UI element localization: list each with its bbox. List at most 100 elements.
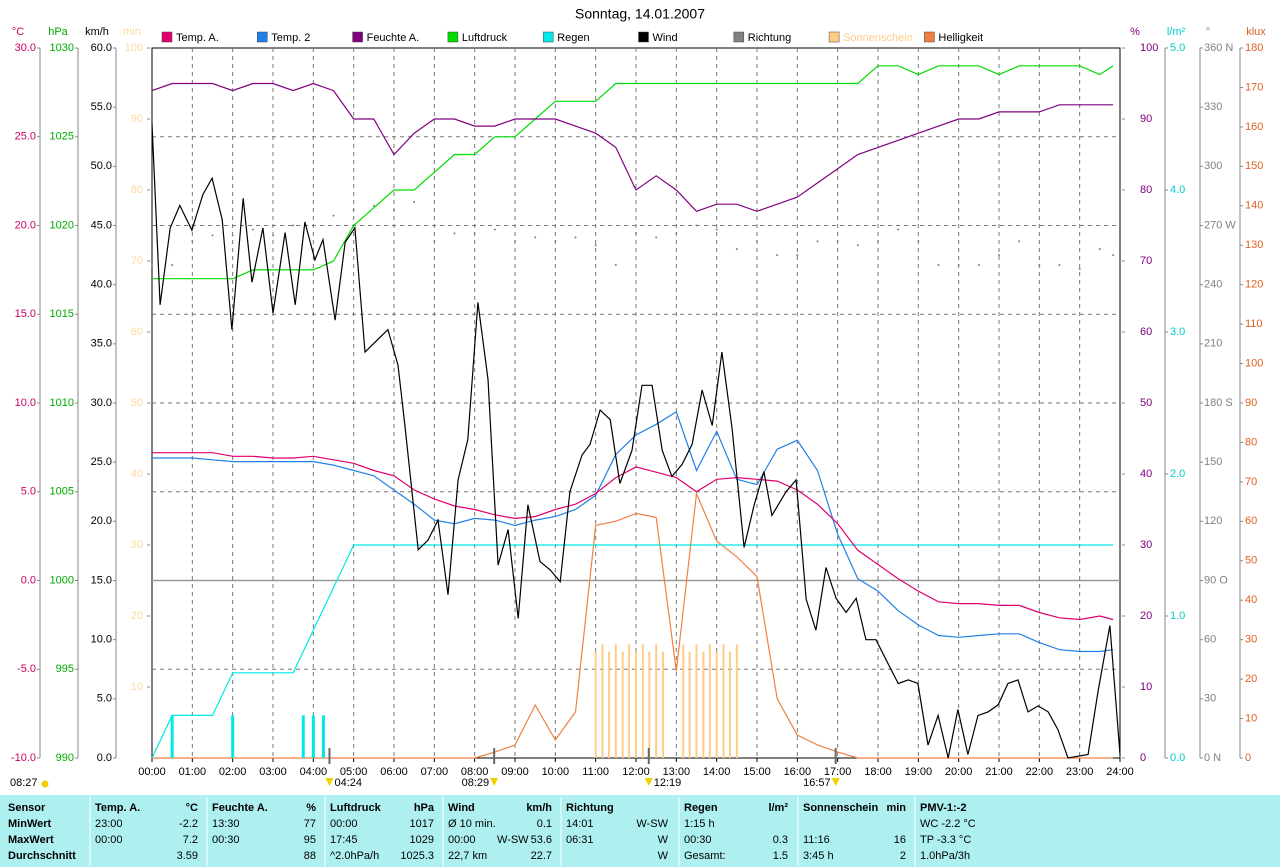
table-header: Luftdruck <box>330 802 382 814</box>
y-tick-label: 1005 <box>50 486 74 498</box>
y-tick-label: 15.0 <box>91 574 112 586</box>
legend-swatch <box>257 31 268 43</box>
sunshine-bar <box>728 651 731 758</box>
direction-dot <box>292 224 295 227</box>
table-cell: 88 <box>304 850 316 862</box>
direction-dot <box>493 228 496 231</box>
y-tick-label: 55.0 <box>91 101 112 113</box>
table-cell: 2 <box>900 850 906 862</box>
table-header: % <box>306 802 316 814</box>
y-tick-label: 50.0 <box>91 160 112 172</box>
y-tick-label: 360 N <box>1204 42 1233 54</box>
y-tick-label: 0 <box>1245 752 1251 764</box>
direction-dot <box>1112 254 1115 257</box>
chart-title: Sonntag, 14.01.2007 <box>575 6 705 22</box>
direction-dot <box>191 240 194 243</box>
direction-dot <box>756 240 758 243</box>
direction-dot <box>574 236 577 239</box>
x-tick-label: 04:00 <box>300 766 328 778</box>
y-tick-label: 60 <box>1140 326 1152 338</box>
y-tick-label: 80 <box>1245 436 1257 448</box>
direction-dot <box>393 208 395 211</box>
legend-label: Temp. A. <box>176 32 219 44</box>
moon-marker <box>41 780 49 788</box>
table-cell: 3:45 h <box>803 850 834 862</box>
axis-unit: ° <box>1206 26 1210 38</box>
table-header: Richtung <box>566 802 614 814</box>
y-tick-label: 1015 <box>50 308 74 320</box>
table-cell: 3.59 <box>177 850 198 862</box>
x-tick-label: 11:00 <box>582 766 609 778</box>
direction-dot <box>332 214 335 217</box>
y-tick-label: 70 <box>131 255 143 267</box>
direction-dot <box>372 204 375 207</box>
table-cell: 1:15 h <box>684 818 715 830</box>
direction-dot <box>251 228 254 231</box>
y-tick-label: 50 <box>1140 397 1152 409</box>
y-tick-label: 70 <box>1140 255 1152 267</box>
y-tick-label: 60.0 <box>91 42 112 54</box>
table-cell: 00:30 <box>684 834 712 846</box>
series-line <box>152 452 1114 621</box>
y-tick-label: 1010 <box>50 397 74 409</box>
direction-dot <box>272 234 274 237</box>
event-label: 16:57 <box>803 777 831 789</box>
y-tick-label: 300 <box>1204 160 1222 172</box>
table-cell: 13:30 <box>212 818 240 830</box>
y-tick-label: 1.0 <box>1170 610 1185 622</box>
direction-dot <box>1018 240 1021 243</box>
x-tick-label: 05:00 <box>340 766 368 778</box>
y-tick-label: 15.0 <box>15 308 36 320</box>
direction-dot <box>796 254 799 257</box>
direction-dot <box>433 240 436 243</box>
y-tick-label: 45.0 <box>91 219 112 231</box>
y-tick-label: 5.0 <box>97 693 112 705</box>
legend-swatch <box>542 31 554 43</box>
x-tick-label: 01:00 <box>179 766 207 778</box>
table-cell: W <box>658 834 669 846</box>
y-tick-label: 995 <box>56 663 74 675</box>
event-label: 08:29 <box>462 777 490 789</box>
table-cell: 53.6 <box>531 834 552 846</box>
y-tick-label: 80 <box>1140 184 1152 196</box>
table-cell: ^2.0hPa/h <box>330 850 379 862</box>
table-header: °C <box>186 802 198 814</box>
sunshine-bar <box>715 651 718 758</box>
direction-dot <box>836 240 839 243</box>
axis-unit: klux <box>1246 26 1266 38</box>
series-line <box>151 123 1121 759</box>
y-tick-label: 0.0 <box>21 574 36 586</box>
direction-dot <box>352 208 355 211</box>
sunshine-bar <box>594 651 597 758</box>
legend-swatch <box>161 31 173 43</box>
y-tick-label: 100 <box>1140 42 1158 54</box>
y-tick-label: 50 <box>1245 555 1257 567</box>
sunshine-bar <box>601 644 604 758</box>
y-tick-label: 990 <box>56 752 74 764</box>
series-line <box>151 544 1114 759</box>
direction-dot <box>514 240 516 243</box>
y-tick-label: 3.0 <box>1170 326 1185 338</box>
series-line <box>151 82 1114 212</box>
legend-label: Wind <box>653 32 678 44</box>
y-tick-label: 240 <box>1204 279 1222 291</box>
direction-dot <box>897 228 900 231</box>
y-tick-label: 100 <box>1245 357 1263 369</box>
table-cell: 1.5 <box>773 850 788 862</box>
y-tick-label: 20 <box>131 610 143 622</box>
direction-dot <box>957 263 960 266</box>
y-tick-label: 30 <box>1204 693 1216 705</box>
direction-dot <box>151 263 153 266</box>
table-cell: 0.3 <box>773 834 788 846</box>
table-header: Wind <box>448 802 475 814</box>
direction-dot <box>171 263 174 266</box>
moon-label: 08:27 <box>10 777 38 789</box>
table-cell: 00:30 <box>212 834 240 846</box>
y-tick-label: 5.0 <box>21 486 36 498</box>
table-cell: 1025.3 <box>400 850 434 862</box>
legend-label: Feuchte A. <box>367 32 420 44</box>
y-tick-label: 1000 <box>50 574 74 586</box>
y-tick-label: 5.0 <box>1170 42 1185 54</box>
table-header: Sensor <box>8 802 46 814</box>
direction-dot <box>231 234 234 237</box>
